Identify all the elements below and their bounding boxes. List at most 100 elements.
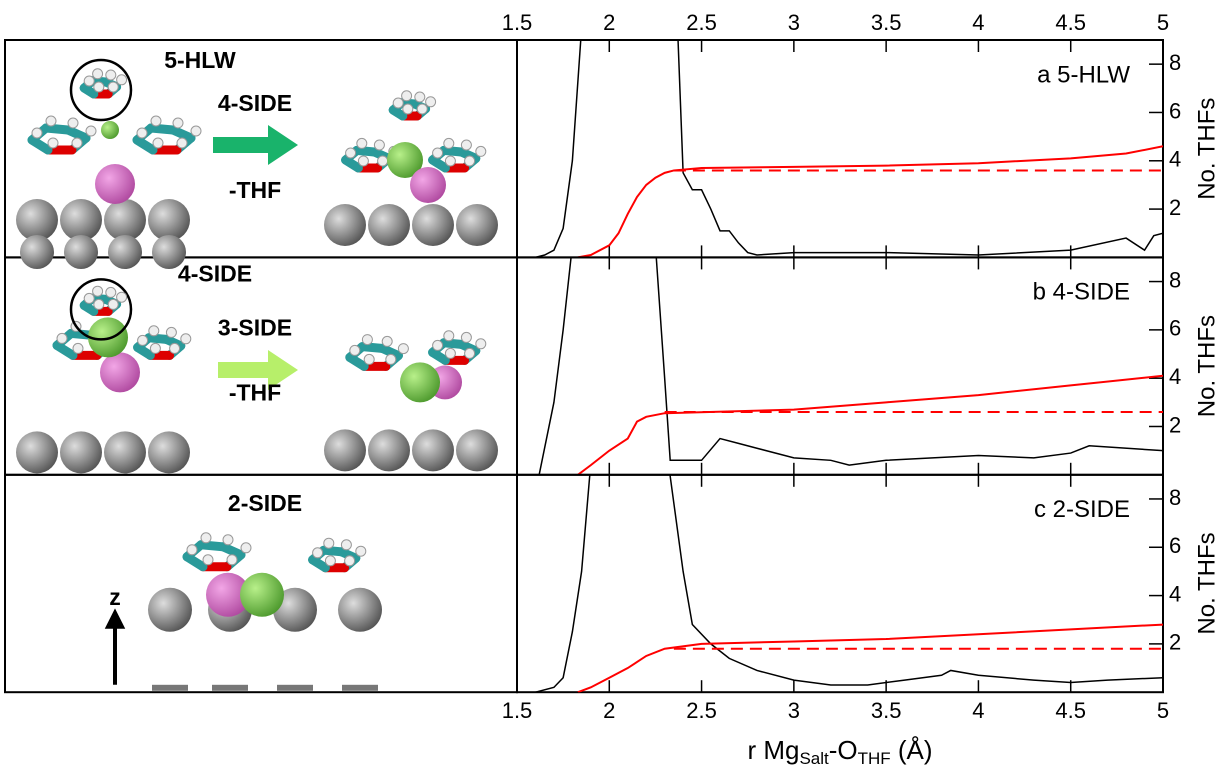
surface-atom — [152, 684, 188, 691]
data-line — [517, 40, 1163, 258]
atom-sphere — [148, 587, 192, 632]
x-axis-label-part: THF — [858, 750, 891, 769]
atom-sphere — [324, 204, 366, 246]
hydrogen — [148, 325, 160, 337]
illustration-label: z — [109, 584, 121, 610]
molecule-bond — [388, 105, 408, 121]
hydrogen — [416, 103, 428, 115]
illustration-label: -THF — [229, 177, 281, 203]
x-axis-label-part: Salt — [799, 750, 829, 769]
hydrogen — [83, 292, 95, 304]
hydrogen — [324, 555, 336, 567]
hydrogen — [172, 117, 184, 129]
hydrogen — [460, 331, 472, 343]
y-tick-label: 2 — [1169, 412, 1181, 437]
illustration-label: 4-SIDE — [218, 90, 292, 116]
hydrogen — [67, 117, 79, 129]
data-line — [577, 623, 1163, 693]
hydrogen — [190, 125, 202, 137]
x-tick-label: 1.5 — [502, 698, 533, 723]
illustration-label: 5-HLW — [164, 47, 236, 73]
hydrogen — [444, 155, 456, 167]
panel-label: a 5-HLW — [1037, 61, 1130, 88]
atom-sphere — [206, 572, 250, 617]
atom-sphere — [387, 142, 423, 178]
x-tick-label: 2 — [603, 10, 615, 35]
atom-sphere — [95, 164, 135, 204]
atom-sphere — [338, 587, 382, 632]
hydrogen — [222, 534, 234, 546]
atom-sphere — [456, 204, 498, 246]
hydrogen — [475, 145, 487, 157]
molecule-bond — [345, 352, 369, 371]
atom-sphere — [368, 204, 410, 246]
hydrogen — [392, 97, 404, 109]
hydrogen — [361, 334, 373, 346]
x-tick-label: 3.5 — [871, 698, 902, 723]
hydrogen — [202, 554, 214, 566]
hydrogen — [92, 68, 104, 80]
atom-sphere — [412, 204, 454, 246]
x-tick-label: 4 — [972, 698, 984, 723]
hydrogen — [107, 298, 119, 310]
hydrogen — [414, 91, 426, 103]
atom-sphere — [16, 431, 58, 474]
atom-sphere — [148, 199, 190, 241]
hydrogen — [92, 285, 104, 297]
data-line — [577, 145, 1163, 258]
surface-atom — [342, 684, 378, 691]
x-axis-label-part: (Å) — [891, 735, 933, 765]
z-arrow — [104, 608, 126, 685]
x-axis-label-part: -O — [829, 735, 858, 765]
atom-sphere — [16, 199, 58, 241]
atom-sphere — [240, 572, 284, 617]
illustration-label: 2-SIDE — [228, 490, 302, 516]
highlight-circle — [69, 278, 133, 341]
hydrogen — [349, 344, 361, 356]
hydrogen — [363, 353, 375, 365]
y-axis-label: No. THFs — [1193, 532, 1220, 634]
atom-sphere — [101, 121, 119, 139]
hydrogen — [47, 137, 59, 149]
hydrogen — [356, 137, 368, 149]
atom-sphere — [100, 352, 140, 393]
data-line — [538, 257, 1163, 475]
hydrogen — [186, 544, 198, 556]
hydrogen — [45, 115, 57, 127]
atom-sphere — [60, 199, 102, 241]
hydrogen — [93, 81, 105, 93]
hydrogen — [152, 137, 164, 149]
atom-sphere — [20, 235, 54, 269]
hydrogen — [357, 155, 369, 167]
hydrogen — [425, 96, 437, 108]
data-line — [517, 474, 1163, 693]
molecule-bond — [308, 555, 330, 573]
hydrogen — [397, 343, 409, 355]
hydrogen — [226, 554, 238, 566]
x-tick-label: 2 — [603, 698, 615, 723]
hydrogen — [344, 555, 356, 567]
molecule-bond — [133, 342, 155, 360]
highlight-circle — [69, 58, 133, 122]
hydrogen — [150, 115, 162, 127]
atom-sphere — [148, 431, 190, 474]
y-axis-label: No. THFs — [1193, 315, 1220, 417]
hydrogen — [464, 347, 476, 359]
molecule-bond — [52, 340, 78, 360]
molecule-bond — [79, 83, 99, 99]
arrow — [218, 350, 298, 390]
hydrogen — [31, 127, 43, 139]
hydrogen — [381, 335, 393, 347]
hydrogen — [137, 334, 149, 346]
illustration-label: 4-SIDE — [178, 260, 252, 286]
y-axis-label: No. THFs — [1193, 98, 1220, 200]
molecule-bond — [182, 552, 208, 572]
molecule-bond — [428, 155, 450, 173]
atom-sphere — [60, 431, 102, 474]
arrow — [213, 125, 298, 165]
atom-sphere — [64, 235, 98, 269]
atom-sphere — [324, 429, 366, 472]
molecule-bond — [341, 155, 363, 173]
x-tick-label: 2.5 — [686, 698, 717, 723]
